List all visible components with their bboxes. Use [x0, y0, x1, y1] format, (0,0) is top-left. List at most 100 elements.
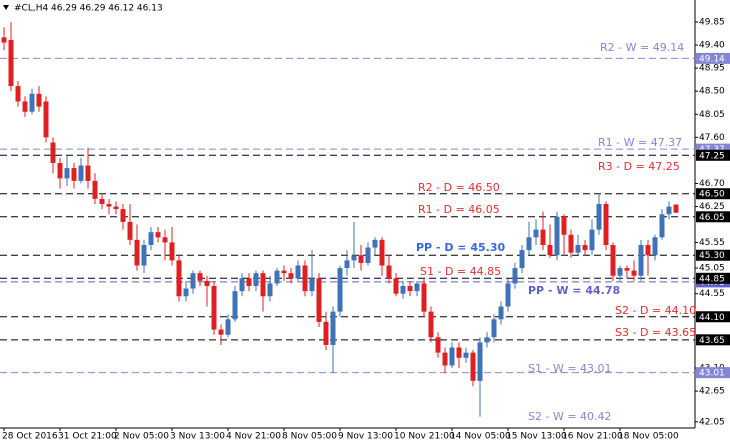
price-box-label: 47.25	[699, 151, 725, 161]
menu-arrow[interactable]	[3, 5, 9, 10]
price-box-label: 43.01	[699, 369, 725, 379]
candle-body	[148, 232, 154, 245]
price-box-label: 43.65	[699, 336, 725, 346]
price-box	[696, 367, 730, 379]
price-box-label: 44.10	[699, 313, 725, 323]
level-label: R3 - D = 47.25	[598, 160, 680, 173]
candle-body	[470, 352, 476, 381]
candle-body	[190, 273, 196, 289]
candle-body	[71, 168, 77, 181]
candle-body	[554, 216, 560, 256]
candle-body	[540, 229, 546, 245]
level-label: R1 - W = 47.37	[598, 136, 682, 149]
candle-body	[197, 273, 203, 281]
candle-body	[428, 311, 434, 338]
candle-body	[561, 216, 567, 235]
candle-body	[162, 237, 168, 243]
x-tick-label: 28 Oct 2016	[2, 432, 58, 442]
candle-body	[435, 337, 441, 353]
price-box-label: 46.50	[699, 190, 725, 200]
candle-body	[610, 244, 616, 276]
candle-body	[330, 311, 336, 345]
candle-body	[575, 244, 581, 253]
candle-body	[92, 180, 98, 199]
x-tick-label: 31 Oct 21:00	[58, 432, 117, 442]
candle-body	[631, 270, 637, 276]
x-tick-label: 4 Nov 21:00	[226, 432, 281, 442]
candle-body	[526, 237, 532, 251]
price-box	[696, 249, 730, 261]
candle-body	[358, 255, 364, 263]
candle-body	[120, 209, 126, 222]
candle-body	[225, 319, 231, 335]
candle-body	[400, 286, 406, 294]
level-label: R2 - D = 46.50	[418, 181, 500, 194]
candle-body	[582, 244, 588, 251]
candle-body	[547, 244, 553, 256]
price-box	[696, 52, 730, 64]
candle-body	[218, 329, 224, 335]
y-tick-label: 46.25	[699, 202, 725, 212]
price-box	[696, 311, 730, 323]
candle-body	[106, 203, 112, 207]
candle-body	[617, 268, 623, 276]
candle-body	[456, 347, 462, 358]
candle-body	[533, 229, 539, 238]
chart-title: #CL,H4 46.29 46.29 46.12 46.13	[14, 4, 163, 14]
candle-body	[463, 352, 469, 358]
candle-body	[372, 239, 378, 248]
level-label: S3 - D = 43.65	[615, 326, 696, 339]
candle-body	[232, 291, 238, 320]
price-box	[696, 334, 730, 346]
candle-body	[127, 221, 133, 240]
candle-body	[246, 278, 252, 286]
candle-body	[176, 260, 182, 297]
candle-body	[393, 278, 399, 294]
candle-body	[624, 268, 630, 271]
candle-body	[85, 165, 91, 181]
candle-body	[414, 283, 420, 292]
x-tick-label: 3 Nov 13:00	[170, 432, 225, 442]
candle-body	[295, 265, 301, 279]
candle-body	[449, 347, 455, 366]
y-tick-label: 45.05	[699, 264, 725, 274]
candle-body	[407, 286, 413, 292]
candle-body	[134, 239, 140, 266]
price-box	[696, 149, 730, 161]
y-tick-label: 45.55	[699, 238, 725, 248]
candle-body	[267, 283, 273, 297]
candle-body	[491, 319, 497, 338]
x-tick-label: 15 Nov 13:00	[506, 432, 567, 442]
candle-body	[155, 232, 161, 238]
candle-body	[568, 234, 574, 253]
candle-body	[169, 242, 175, 261]
x-tick-label: 10 Nov 21:00	[394, 432, 455, 442]
level-label: PP - D = 45.30	[416, 241, 505, 254]
y-tick-label: 48.50	[699, 87, 725, 97]
price-box-label: 44.85	[699, 274, 725, 284]
candle-body	[596, 203, 602, 230]
candle-body	[43, 101, 49, 138]
candle-body	[652, 237, 658, 256]
price-box-label: 49.14	[699, 54, 725, 64]
y-tick-label: 49.40	[699, 41, 725, 51]
y-tick-label: 44.55	[699, 289, 725, 299]
candle-body	[141, 244, 147, 266]
candle-body	[1, 37, 7, 43]
x-tick-label: 16 Nov 21:00	[562, 432, 623, 442]
candle-body	[519, 250, 525, 269]
candle-body	[351, 255, 357, 261]
x-tick-label: 8 Nov 05:00	[282, 432, 337, 442]
y-tick-label: 49.85	[699, 17, 725, 27]
candle-body	[15, 86, 21, 102]
price-box	[696, 211, 730, 223]
candle-body	[673, 204, 679, 213]
candle-body	[309, 278, 315, 292]
price-box-label: 45.30	[699, 251, 725, 261]
y-tick-label: 46.70	[699, 179, 725, 189]
level-label: S2 - W = 40.42	[528, 410, 612, 423]
candle-body	[211, 286, 217, 330]
level-label: PP - W = 44.78	[528, 284, 620, 297]
candle-body	[302, 265, 308, 292]
